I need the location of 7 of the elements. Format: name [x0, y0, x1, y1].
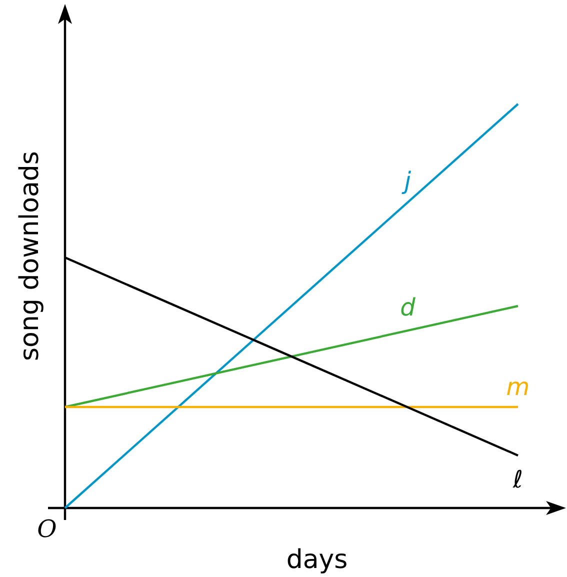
series-label: d [400, 293, 416, 322]
series-label: j [401, 167, 412, 195]
y-axis-title: song downloads [15, 151, 45, 361]
text: O [37, 515, 58, 543]
x-axis-title: days [286, 545, 348, 575]
series-label: m [506, 373, 530, 401]
series-label: ℓ [512, 465, 523, 494]
